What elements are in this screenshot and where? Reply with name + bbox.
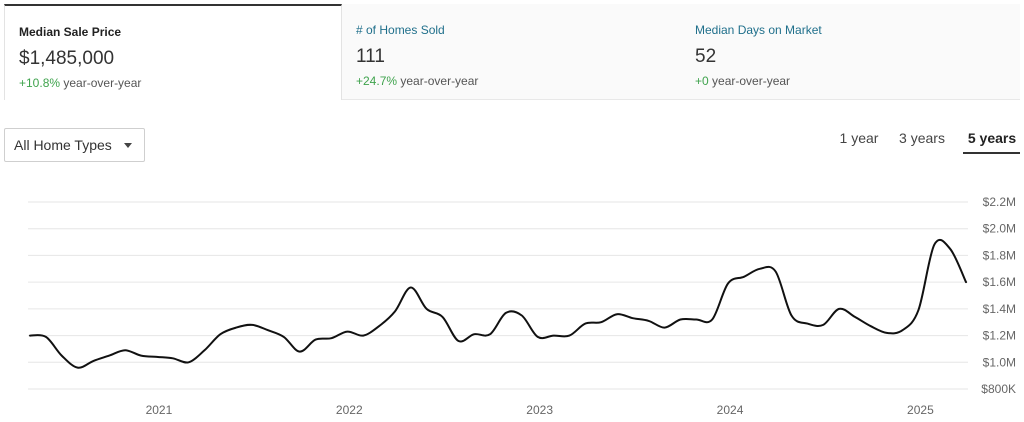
caret-down-icon xyxy=(124,143,132,148)
tab-value: 111 xyxy=(356,46,385,67)
tab-value: $1,485,000 xyxy=(19,48,115,69)
y-tick-label: $1.2M xyxy=(983,329,1016,343)
y-tick-label: $2.0M xyxy=(983,222,1016,236)
tab-change: +10.8% year-over-year xyxy=(19,75,341,91)
x-tick-label: 2022 xyxy=(336,403,363,417)
y-tick-label: $1.4M xyxy=(983,302,1016,316)
tab-change: +24.7% year-over-year xyxy=(356,73,681,89)
home-type-selected: All Home Types xyxy=(14,137,112,153)
change-suffix: year-over-year xyxy=(397,74,479,88)
tab-homes-sold[interactable]: # of Homes Sold 111 +24.7% year-over-yea… xyxy=(342,4,681,100)
y-tick-label: $1.0M xyxy=(983,355,1016,369)
range-1-year[interactable]: 1 year xyxy=(839,130,879,146)
price-chart: $2.2M $2.0M $1.8M $1.6M $1.4M $1.2M $1.0M $800K… xyxy=(28,195,1016,417)
range-active-underline xyxy=(963,152,1020,154)
y-axis-ticks: $2.2M $2.0M $1.8M $1.6M $1.4M $1.2M $1.0M $800K xyxy=(981,195,1016,396)
metric-tabs: Median Sale Price $1,485,000 +10.8% year… xyxy=(0,0,1024,102)
change-suffix: year-over-year xyxy=(708,74,791,88)
x-tick-label: 2025 xyxy=(907,403,934,417)
x-axis-ticks: 2021 2022 2023 2024 2025 xyxy=(146,403,935,417)
change-value: +10.8% xyxy=(19,76,61,90)
change-suffix: year-over-year xyxy=(60,76,142,90)
tab-label: Median Days on Market xyxy=(695,23,822,37)
range-5-years[interactable]: 5 years xyxy=(967,130,1017,146)
home-type-dropdown[interactable]: All Home Types xyxy=(4,128,145,162)
change-value: +0 xyxy=(695,74,709,88)
tab-change: +0 year-over-year xyxy=(695,73,1020,89)
series-line-median-sale-price xyxy=(29,238,967,369)
tab-value: 52 xyxy=(695,46,717,67)
x-tick-label: 2024 xyxy=(717,403,744,417)
y-tick-label: $1.8M xyxy=(983,248,1016,262)
x-tick-label: 2023 xyxy=(526,403,553,417)
y-tick-label: $800K xyxy=(981,382,1016,396)
change-value: +24.7% xyxy=(356,74,398,88)
time-range-selector: 1 year 3 years 5 years xyxy=(830,128,1024,156)
tab-label: Median Sale Price xyxy=(19,25,122,39)
tab-median-sale-price[interactable]: Median Sale Price $1,485,000 +10.8% year… xyxy=(4,4,342,100)
chart-grid xyxy=(28,201,968,390)
y-tick-label: $1.6M xyxy=(983,275,1016,289)
y-tick-label: $2.2M xyxy=(983,195,1016,209)
range-3-years[interactable]: 3 years xyxy=(899,130,945,146)
tab-median-days-on-market[interactable]: Median Days on Market 52 +0 year-over-ye… xyxy=(681,4,1020,100)
tab-label: # of Homes Sold xyxy=(356,23,445,37)
x-tick-label: 2021 xyxy=(146,403,173,417)
